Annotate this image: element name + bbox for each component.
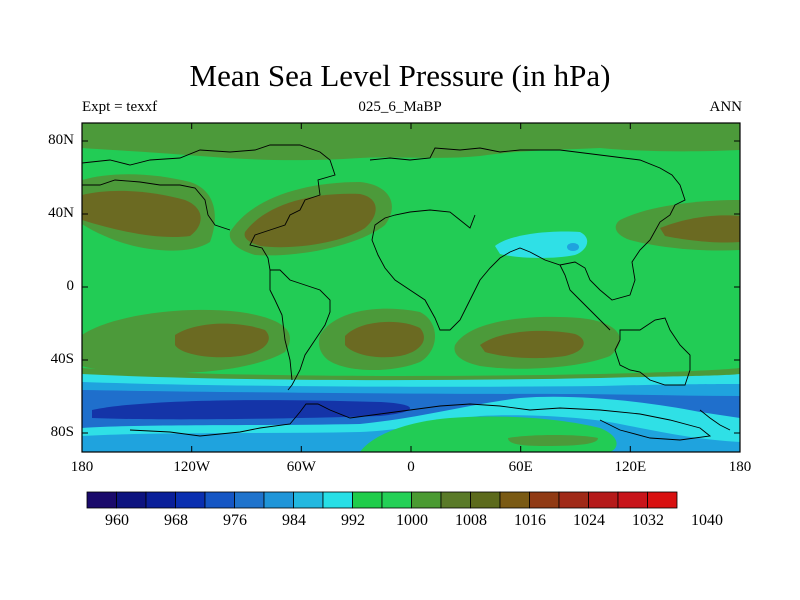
colorbar-swatch [322, 491, 353, 509]
colorbar-swatch [411, 491, 442, 509]
experiment-label: Expt = texxf [82, 99, 158, 115]
colorbar-label-1008: 1008 [455, 512, 487, 529]
coastlines [81, 144, 731, 441]
colorbar-swatch [293, 491, 324, 509]
lat-label-40n: 40N [48, 205, 74, 221]
lat-label-0: 0 [66, 278, 75, 294]
colorbar-swatch [381, 491, 412, 509]
colorbar-swatch [352, 491, 383, 509]
colorbar-swatch [204, 491, 235, 509]
colorbar-label-1024: 1024 [573, 512, 605, 529]
colorbar-label-1000: 1000 [396, 512, 428, 529]
pressure-field [82, 123, 740, 452]
lon-label-180w: 180 [70, 459, 94, 475]
colorbar-label-1040: 1040 [691, 512, 723, 529]
colorbar-label-984: 984 [282, 512, 306, 529]
colorbar-swatch [234, 491, 265, 509]
colorbar-label-992: 992 [341, 512, 365, 529]
map-title: Mean Sea Level Pressure (in hPa) [189, 58, 611, 93]
colorbar-swatch [263, 491, 294, 509]
colorbar-label-1016: 1016 [514, 512, 546, 529]
colorbar-swatch [175, 491, 206, 509]
colorbar-swatch [647, 491, 678, 509]
lon-label-60w: 60W [286, 459, 316, 475]
colorbar-label-1032: 1032 [632, 512, 664, 529]
lat-label-80n: 80N [48, 132, 74, 148]
colorbar-swatch [440, 491, 471, 509]
season-label: ANN [709, 99, 743, 115]
time-label: 025_6_MaBP [358, 99, 442, 115]
lon-label-120w: 120W [173, 459, 211, 475]
colorbar-swatch [470, 491, 501, 509]
colorbar [86, 491, 678, 509]
colorbar-label-968: 968 [164, 512, 188, 529]
colorbar-swatch [86, 491, 117, 509]
colorbar-swatch [588, 491, 619, 509]
lat-label-80s: 80S [50, 424, 74, 440]
colorbar-swatch [558, 491, 589, 509]
lon-label-60e: 60E [508, 459, 533, 475]
lon-label-180e: 180 [728, 459, 752, 475]
lat-label-40s: 40S [50, 351, 74, 367]
colorbar-swatch [145, 491, 176, 509]
colorbar-label-976: 976 [223, 512, 247, 529]
lon-label-120e: 120E [614, 459, 647, 475]
colorbar-swatch [529, 491, 560, 509]
lon-label-0: 0 [407, 459, 415, 475]
axis-ticks [82, 123, 740, 452]
colorbar-swatch [116, 491, 147, 509]
colorbar-swatch [617, 491, 648, 509]
colorbar-swatch [499, 491, 530, 509]
colorbar-label-960: 960 [105, 512, 129, 529]
